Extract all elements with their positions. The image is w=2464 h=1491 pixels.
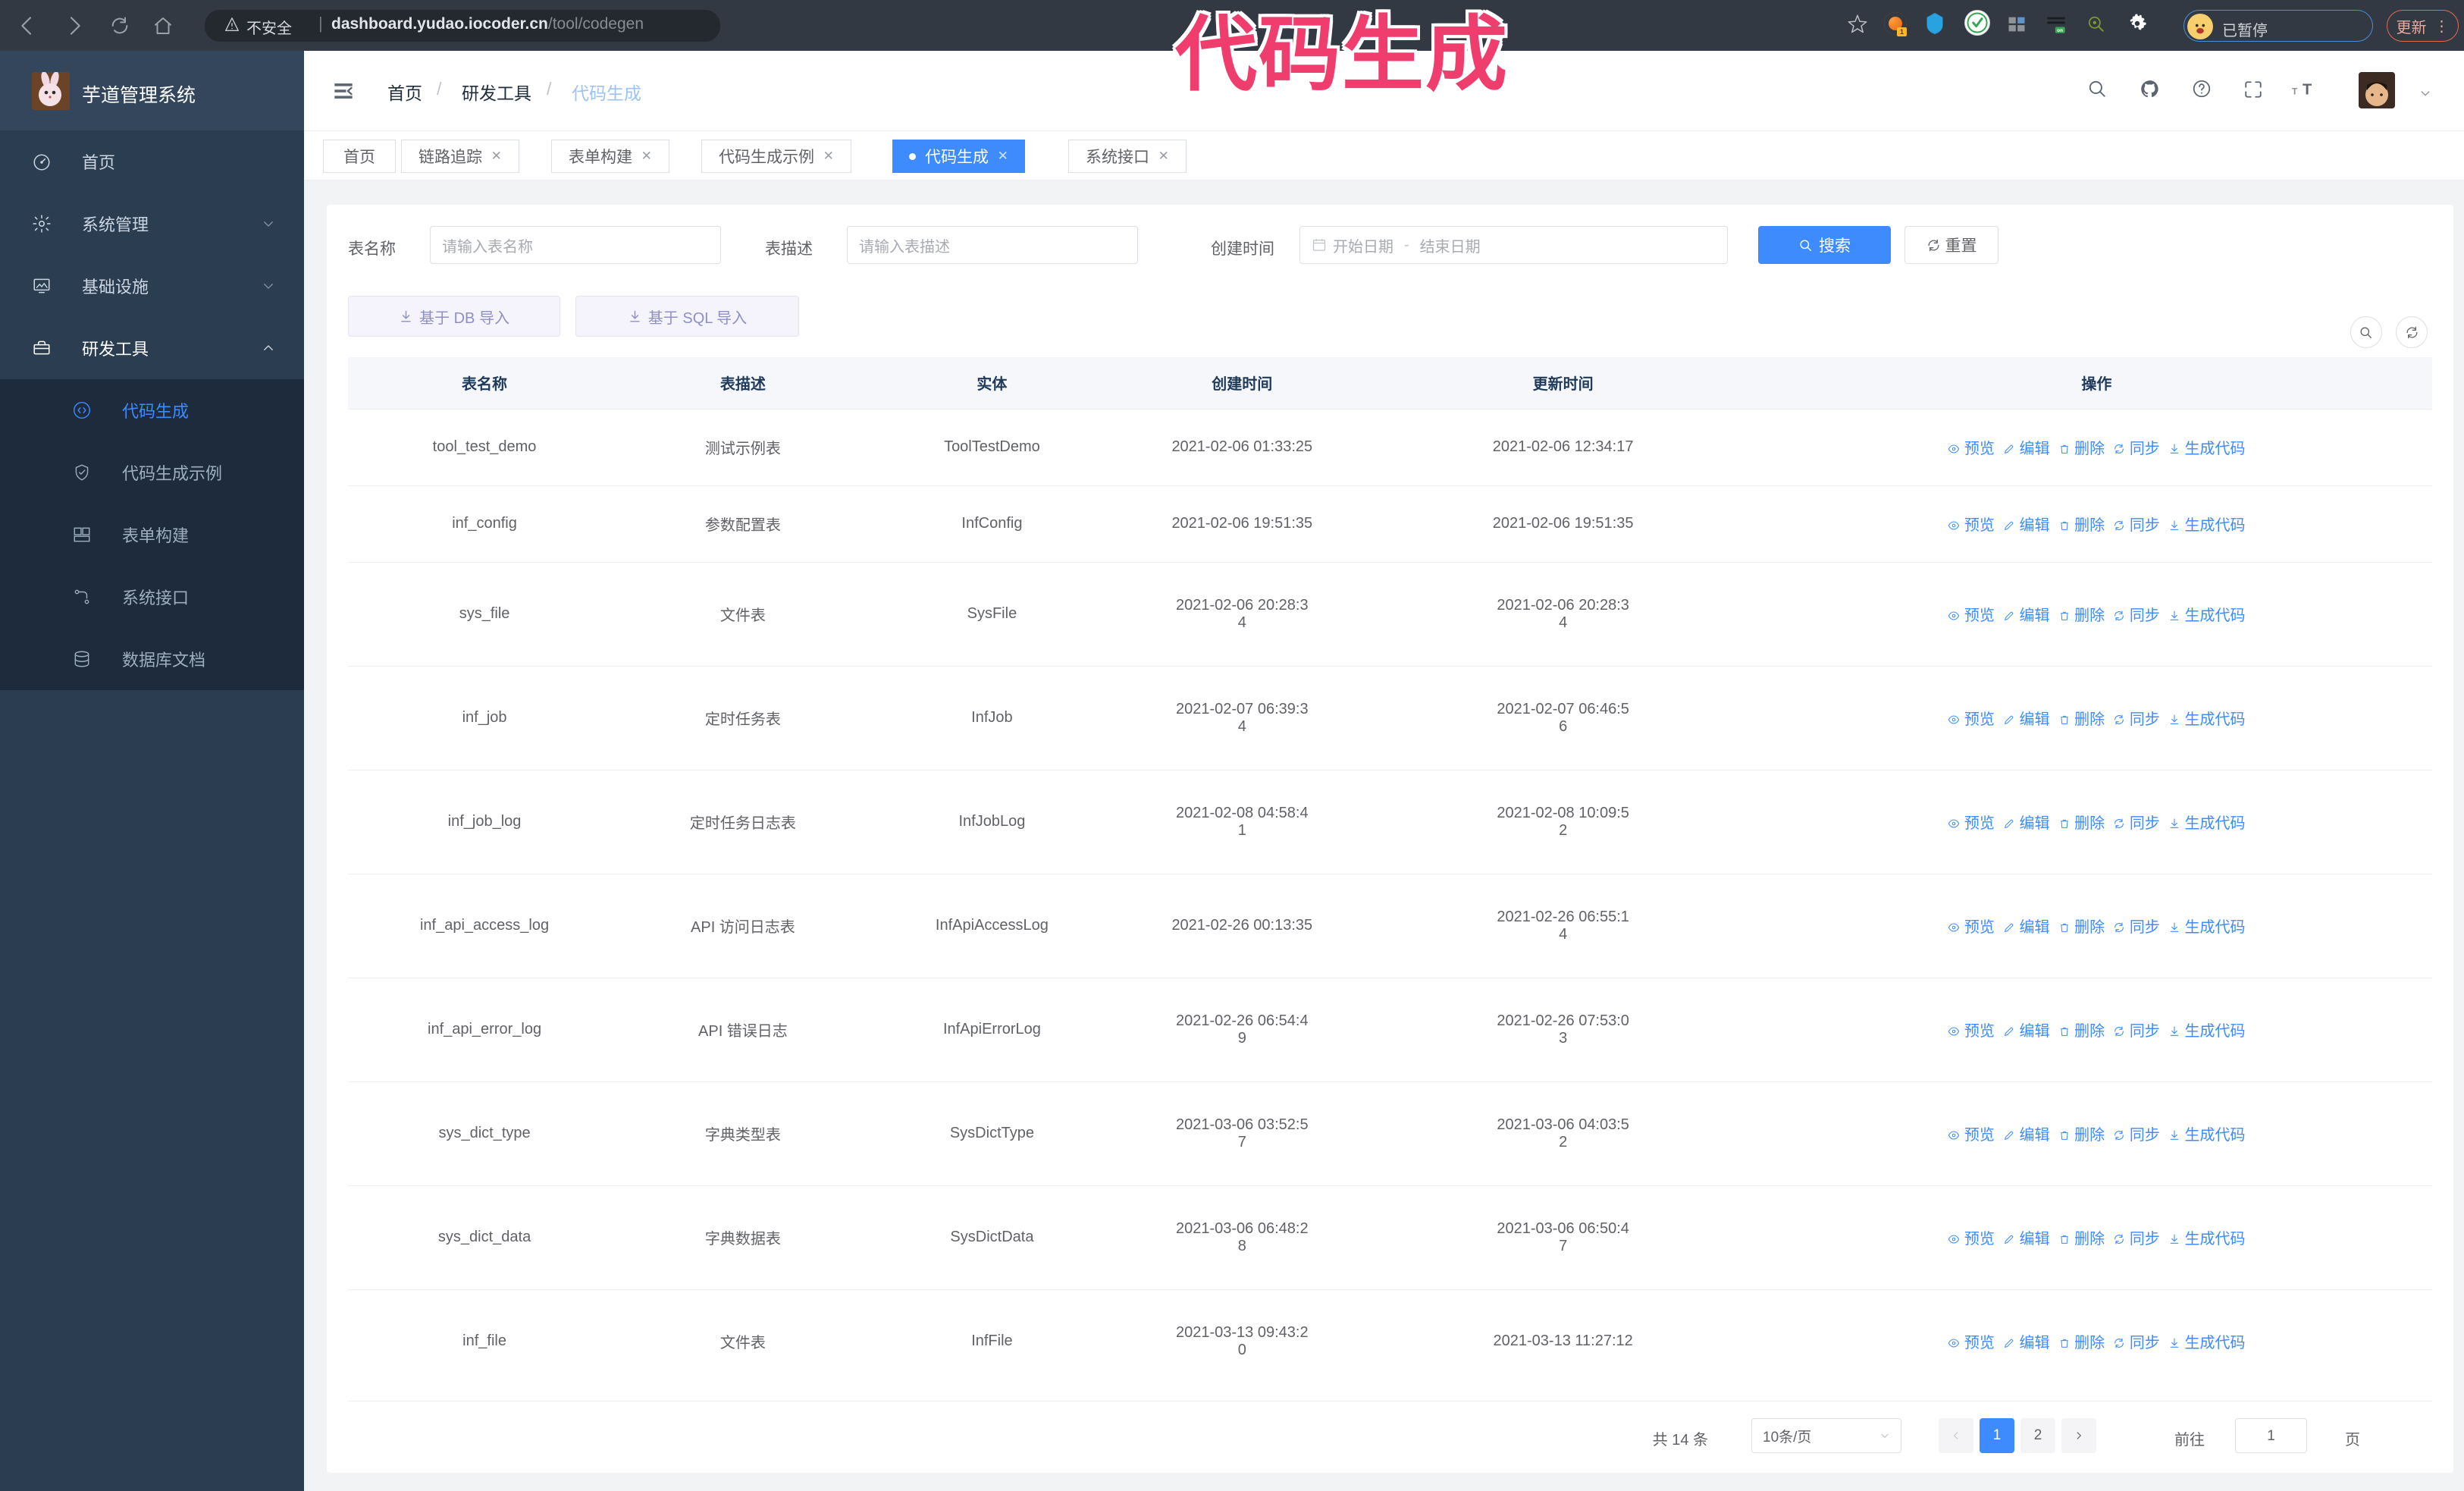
- svg-text:T: T: [2292, 86, 2298, 97]
- svg-text:T: T: [2303, 82, 2312, 99]
- svg-text:on: on: [2057, 28, 2063, 33]
